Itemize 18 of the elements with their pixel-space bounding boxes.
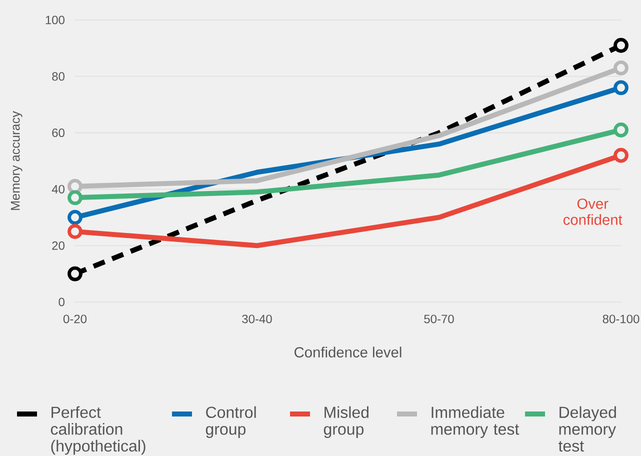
legend-label: Immediate memory test: [431, 406, 520, 438]
legend-label: Misled group: [324, 406, 368, 438]
x-tick-label: 0-20: [63, 314, 87, 324]
y-tick-label: 100: [46, 16, 64, 24]
legend-label: Control group: [206, 406, 256, 438]
annotation: Over confident: [563, 198, 622, 225]
y-tick-label: 20: [52, 241, 64, 250]
x-tick-label: 80-100: [602, 314, 640, 324]
x-tick-label: 30-40: [242, 314, 272, 324]
legend-label: Perfect calibration (hypothetical): [50, 406, 146, 455]
y-axis-title: Memory accuracy: [10, 111, 22, 210]
y-tick-label: 0: [58, 298, 64, 306]
x-tick-label: 50-70: [424, 314, 454, 324]
legend-label: Delayed memory test: [558, 406, 616, 452]
y-tick-label: 60: [52, 128, 64, 138]
x-axis-title: Confidence level: [294, 346, 402, 358]
y-tick-label: 80: [52, 72, 64, 81]
y-tick-label: 40: [52, 184, 64, 194]
